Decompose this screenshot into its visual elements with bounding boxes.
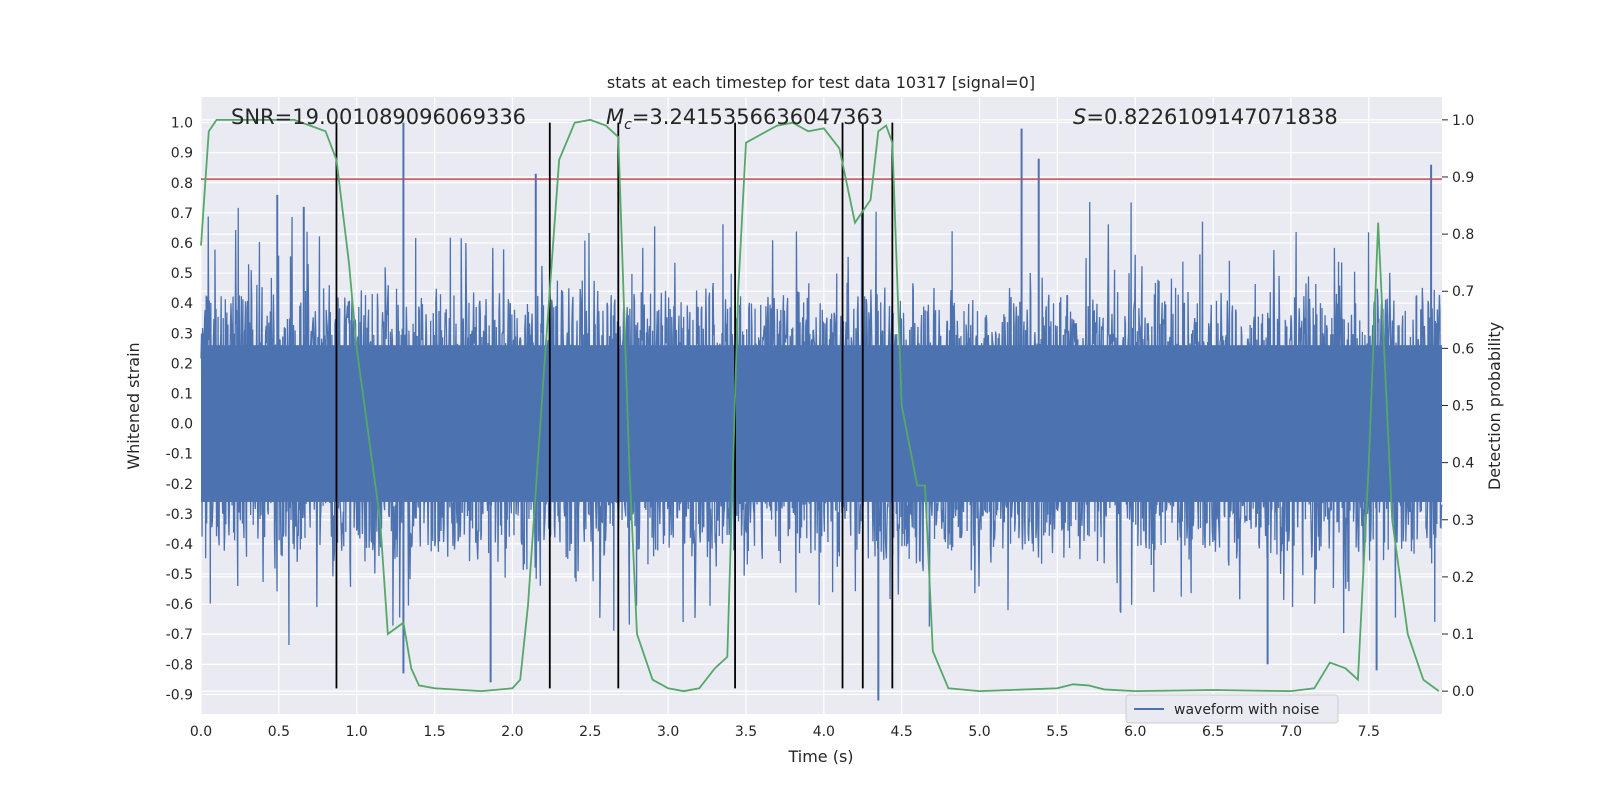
y-left-tick-label: -0.1 — [166, 447, 193, 463]
y-left-tick-label: -0.5 — [166, 567, 193, 583]
y-right-tick-label: 0.3 — [1452, 513, 1474, 529]
y-left-tick-label: 0.7 — [171, 206, 193, 222]
y-left-axis-label: Whitened strain — [124, 342, 143, 469]
detection-probability-series — [200, 118, 1440, 693]
y-left-tick-label: 0.5 — [171, 266, 193, 282]
y-left-tick-label: -0.2 — [166, 477, 193, 493]
snr-annotation: SNR=19.001089096069336 — [231, 105, 526, 129]
y-left-tick-label: 0.0 — [171, 417, 193, 433]
s-symbol: S — [1073, 105, 1086, 129]
y-right-axis-label: Detection probability — [1485, 322, 1504, 490]
x-tick-label: 6.0 — [1124, 724, 1146, 740]
y-right-tick-label: 0.6 — [1452, 341, 1474, 357]
y-right-tick-label: 0.1 — [1452, 627, 1474, 643]
x-tick-label: 6.5 — [1202, 724, 1224, 740]
waveform-series — [200, 122, 1443, 701]
y-left-tick-label: 0.8 — [171, 176, 193, 192]
y-right-tick-label: 0.4 — [1452, 456, 1474, 472]
y-right-tick-label: 0.2 — [1452, 570, 1474, 586]
mc-symbol: M — [606, 105, 624, 129]
chart-title: stats at each timestep for test data 103… — [607, 73, 1035, 92]
y-left-tick-label: -0.7 — [166, 627, 193, 643]
s-value: =0.8226109147071838 — [1086, 105, 1337, 129]
x-tick-label: 7.5 — [1358, 724, 1380, 740]
x-tick-label: 3.5 — [735, 724, 757, 740]
legend-label: waveform with noise — [1174, 702, 1319, 718]
y-right-tick-labels: 1.0 0.9 0.8 0.7 0.6 0.5 0.4 0.3 0.2 0.1 0.0 — [1442, 113, 1474, 700]
y-left-tick-label: 0.4 — [171, 296, 193, 312]
x-tick-label: 5.0 — [968, 724, 990, 740]
y-left-tick-label: 0.9 — [171, 146, 193, 162]
x-tick-label: 4.0 — [813, 724, 835, 740]
x-tick-label: 5.5 — [1046, 724, 1068, 740]
x-axis-label: Time (s) — [787, 747, 853, 766]
mc-annotation: Mc=3.2415356636047363 — [606, 105, 883, 133]
x-tick-label: 3.0 — [657, 724, 679, 740]
x-tick-label: 0.5 — [268, 724, 290, 740]
y-left-tick-label: 1.0 — [171, 116, 193, 132]
legend-box — [1125, 694, 1339, 724]
x-tick-label: 2.5 — [579, 724, 601, 740]
y-left-tick-label: -0.9 — [166, 687, 193, 703]
y-left-tick-label: 0.1 — [171, 386, 193, 402]
y-right-tick-label: 0.5 — [1452, 399, 1474, 415]
x-tick-label: 2.0 — [501, 724, 523, 740]
x-tick-label: 1.5 — [423, 724, 445, 740]
waveform-dense-band — [201, 345, 1442, 502]
y-right-tick-label: 1.0 — [1452, 113, 1474, 129]
x-tick-label: 7.0 — [1280, 724, 1302, 740]
y-right-tick-label: 0.8 — [1452, 227, 1474, 243]
y-right-tick-label: 0.0 — [1452, 684, 1474, 700]
x-tick-label: 1.0 — [346, 724, 368, 740]
y-left-tick-label: -0.3 — [166, 507, 193, 523]
probability-line — [200, 118, 1440, 693]
y-left-tick-label: 0.3 — [171, 326, 193, 342]
y-left-tick-labels: 1.0 0.9 0.8 0.7 0.6 0.5 0.4 0.3 0.2 0.1 0.0 -0.1 -0.… — [166, 116, 193, 704]
x-tick-labels: 0.0 0.5 1.0 1.5 2.0 2.5 3.0 3.5 4.0 4.5 5.0 5.5 6.0 6… — [190, 724, 1380, 740]
y-left-tick-label: -0.6 — [166, 597, 193, 613]
mc-value: =3.2415356636047363 — [632, 105, 883, 129]
y-right-tick-label: 0.9 — [1452, 170, 1474, 186]
y-left-tick-label: -0.8 — [166, 657, 193, 673]
y-left-tick-label: 0.2 — [171, 356, 193, 372]
mc-subscript: c — [624, 117, 632, 133]
detection-vertical-lines — [335, 122, 894, 689]
legend: waveform with noise — [1125, 694, 1339, 724]
y-left-tick-label: 0.6 — [171, 236, 193, 252]
y-left-tick-label: -0.4 — [166, 537, 193, 553]
x-tick-label: 4.5 — [891, 724, 913, 740]
x-tick-label: 0.0 — [190, 724, 212, 740]
y-right-tick-label: 0.7 — [1452, 284, 1474, 300]
s-annotation: S=0.8226109147071838 — [1073, 105, 1338, 129]
